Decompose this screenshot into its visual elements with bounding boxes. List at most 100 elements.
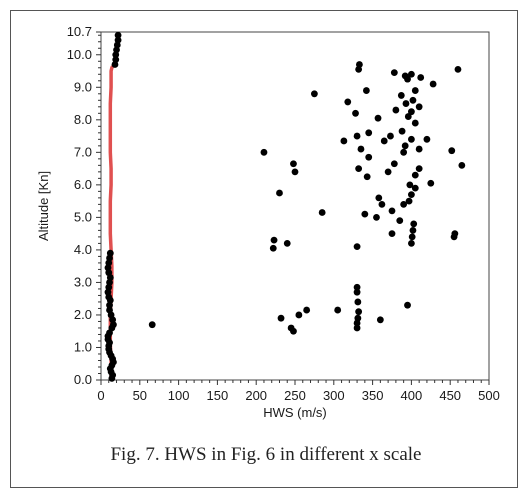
data-point	[290, 327, 297, 335]
data-point	[384, 168, 392, 176]
data-point	[363, 173, 371, 181]
data-point	[451, 230, 459, 238]
data-point	[398, 127, 406, 135]
data-point	[353, 243, 361, 251]
data-point	[270, 236, 278, 244]
data-point	[408, 108, 415, 116]
data-point	[454, 66, 462, 73]
data-point	[148, 321, 156, 329]
data-point	[397, 92, 405, 99]
x-tick-label: 300	[323, 388, 345, 403]
data-point	[411, 184, 419, 192]
data-point	[401, 142, 409, 150]
data-point	[378, 200, 386, 208]
data-point	[355, 165, 363, 172]
data-point	[334, 306, 342, 314]
x-tick-label: 50	[133, 388, 147, 403]
plot-layer: 0.0 1.0 2.0 3.0 4.0 5.0 6.0 7.0 8.0 9.0 10.0 10.7 0 5…	[36, 24, 500, 420]
data-point	[458, 161, 466, 169]
y-tick-label: 8.0	[74, 112, 92, 127]
data-point	[353, 283, 361, 291]
data-point	[411, 171, 419, 179]
data-point	[408, 135, 415, 143]
data-point	[353, 132, 361, 140]
data-point	[356, 61, 363, 68]
data-point	[375, 194, 383, 202]
data-point	[390, 160, 398, 168]
y-tick-label: 6.0	[74, 177, 92, 192]
data-point	[396, 217, 404, 225]
y-tick-label: 10.7	[67, 24, 92, 39]
data-point	[402, 100, 410, 107]
x-axis-label: HWS (m/s)	[263, 405, 327, 420]
data-point	[404, 113, 412, 120]
data-point	[404, 301, 411, 309]
data-point	[365, 153, 373, 161]
data-point	[354, 314, 362, 322]
data-point	[427, 179, 435, 187]
data-point	[400, 148, 408, 156]
y-tick-label: 4.0	[74, 242, 92, 257]
x-tick-label: 100	[168, 388, 190, 403]
data-point	[411, 87, 419, 94]
y-tick-label: 5.0	[74, 209, 92, 224]
figure-caption: Fig. 7. HWS in Fig. 6 in different x sca…	[110, 444, 422, 465]
y-axis-label: Altitude [Kn]	[36, 171, 51, 241]
x-tick-label: 0	[97, 388, 104, 403]
data-point	[374, 114, 382, 122]
data-point	[365, 129, 373, 137]
data-point	[392, 106, 400, 114]
data-point	[295, 311, 303, 319]
x-tick-label: 400	[401, 388, 423, 403]
data-point	[376, 316, 384, 324]
data-point	[390, 69, 398, 77]
data-point	[353, 288, 361, 296]
data-point	[415, 165, 423, 172]
y-tick-label: 2.0	[74, 307, 92, 322]
y-tick-label: 3.0	[74, 274, 92, 289]
x-tick-label: 200	[245, 388, 267, 403]
chart: 0.0 1.0 2.0 3.0 4.0 5.0 6.0 7.0 8.0 9.0 10.0 10.7 0 5…	[36, 24, 500, 420]
data-point	[409, 226, 417, 234]
data-point	[423, 135, 431, 143]
data-point	[106, 306, 113, 314]
data-point	[277, 314, 285, 322]
data-point	[114, 36, 122, 44]
data-point	[318, 209, 326, 216]
data-point	[415, 103, 423, 111]
y-tick-label: 9.0	[74, 79, 92, 94]
x-tick-label: 450	[439, 388, 461, 403]
x-tick-label: 500	[478, 388, 500, 403]
x-tick-label: 150	[207, 388, 229, 403]
data-point	[408, 70, 415, 78]
data-point	[400, 200, 408, 208]
data-point	[429, 80, 437, 88]
data-point	[408, 191, 415, 199]
data-point	[408, 233, 416, 241]
data-point	[283, 240, 291, 247]
data-point	[291, 168, 299, 176]
data-point	[311, 90, 318, 98]
data-point	[388, 230, 396, 238]
data-point	[387, 132, 394, 140]
data-point	[409, 96, 417, 104]
data-point	[112, 56, 120, 64]
data-point	[357, 145, 365, 153]
y-tick-label: 1.0	[74, 339, 92, 354]
data-point	[362, 87, 370, 94]
y-tick-label: 7.0	[74, 144, 92, 159]
data-point	[417, 74, 425, 81]
data-point	[405, 197, 413, 205]
data-point	[352, 109, 359, 117]
data-point	[388, 207, 396, 215]
data-point	[410, 220, 418, 228]
data-point	[290, 160, 297, 168]
data-point	[303, 306, 311, 314]
data-point	[260, 148, 268, 156]
data-point	[353, 324, 361, 332]
y-tick-label: 0.0	[74, 372, 92, 387]
x-tick-label: 250	[284, 388, 306, 403]
x-tick-label: 350	[362, 388, 384, 403]
data-point	[106, 249, 114, 257]
data-point	[408, 240, 415, 247]
